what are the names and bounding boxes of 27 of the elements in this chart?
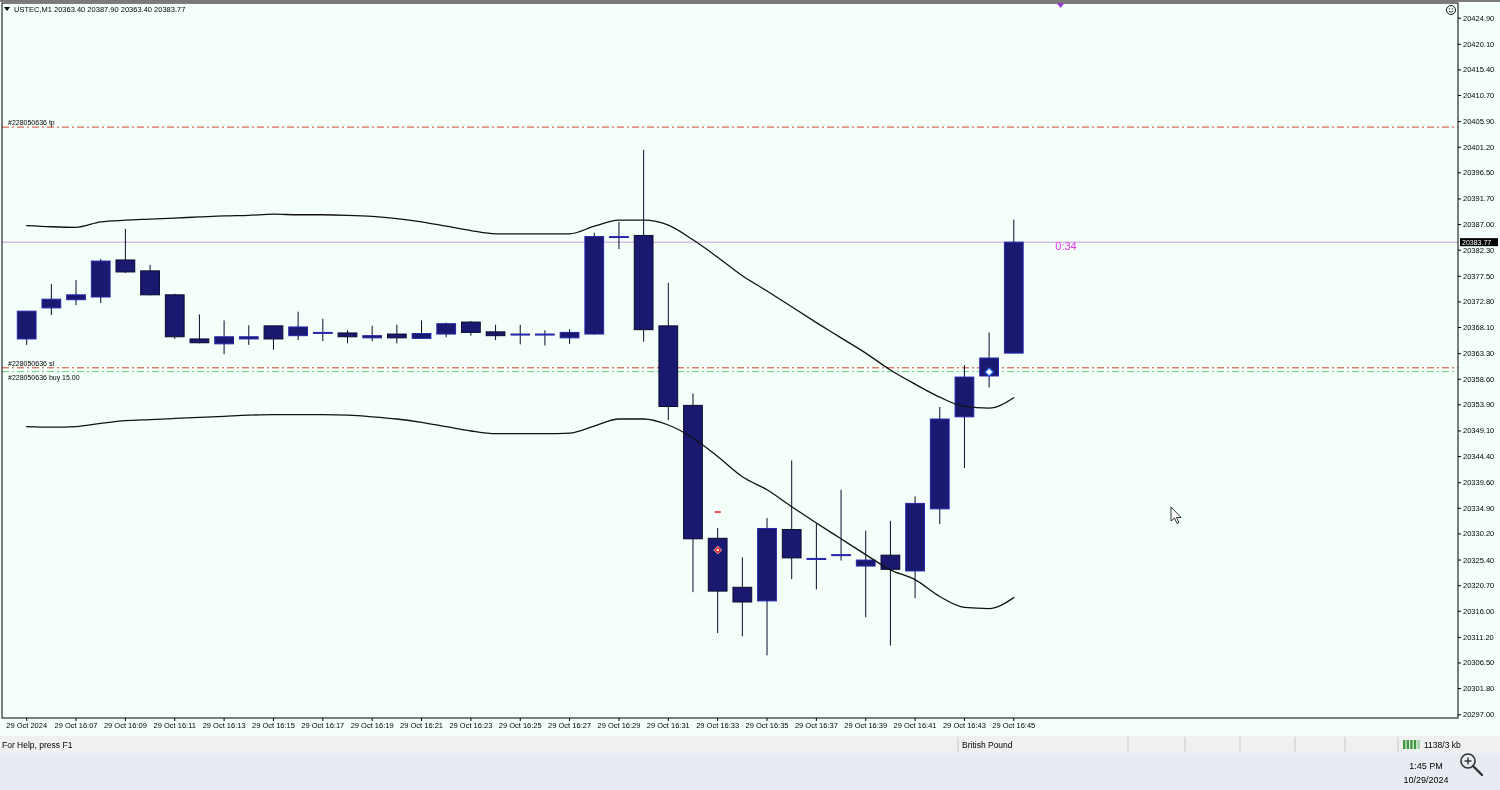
candlestick bbox=[855, 530, 876, 618]
candlestick bbox=[609, 221, 629, 250]
text: 10/29/2024 bbox=[1403, 775, 1449, 785]
candlestick bbox=[288, 311, 309, 341]
candlestick bbox=[411, 319, 432, 340]
candlestick bbox=[140, 264, 160, 296]
candlestick bbox=[312, 318, 333, 342]
candlestick bbox=[535, 329, 555, 346]
candlestick bbox=[214, 319, 234, 355]
candlestick bbox=[806, 523, 827, 590]
text: For Help, press F1 bbox=[2, 740, 73, 750]
annotation: 0:34 bbox=[1055, 240, 1077, 252]
candlestick bbox=[66, 279, 86, 306]
candlestick bbox=[41, 283, 62, 316]
text: 1:45 PM bbox=[1409, 761, 1443, 771]
candlestick bbox=[510, 324, 531, 345]
candlestick bbox=[189, 313, 210, 344]
candlestick bbox=[263, 325, 284, 351]
candlestick bbox=[732, 556, 753, 637]
candlestick bbox=[386, 324, 407, 344]
candlestick bbox=[238, 324, 259, 346]
candlestick bbox=[880, 520, 901, 647]
line-series bbox=[26, 414, 1015, 610]
text: British Pound bbox=[962, 740, 1013, 750]
candlestick bbox=[831, 489, 851, 562]
candlestick bbox=[115, 228, 136, 274]
text: 1138/3 kb bbox=[1424, 740, 1461, 750]
